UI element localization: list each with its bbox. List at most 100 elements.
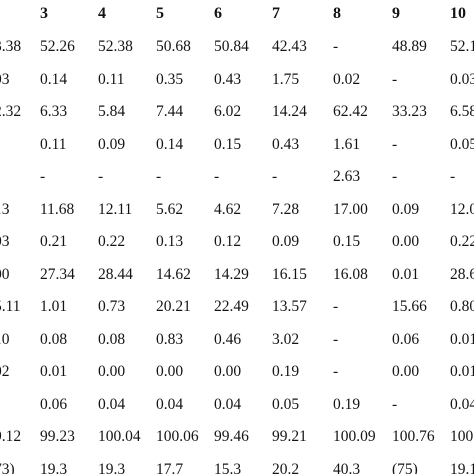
- table-cell: 0.00: [392, 363, 420, 380]
- table-cell: 42.43: [272, 38, 307, 55]
- table-cell: 4.62: [214, 200, 242, 218]
- table-cell: 0.00: [214, 363, 242, 380]
- table-cell: 0.05: [450, 135, 474, 153]
- table-cell: 1.75: [272, 70, 300, 88]
- table-cell: 3.38: [0, 38, 22, 55]
- table-cell: 19.1: [450, 460, 474, 474]
- column-header-4: 6: [214, 5, 222, 22]
- table-cell: 17.00: [333, 200, 368, 218]
- table-cell: 13.57: [272, 298, 307, 315]
- table-cell: -: [333, 363, 339, 380]
- table-cell: 0.09: [98, 135, 126, 153]
- table-cell: 19.3: [98, 460, 126, 474]
- table-cell: 9.12: [0, 428, 22, 445]
- table-cell: 14.62: [156, 265, 191, 283]
- table-cell: 15.3: [214, 460, 242, 474]
- table-cell: 100.04: [98, 428, 141, 445]
- table-cell: 99.23: [40, 428, 75, 445]
- table-cell: 0.83: [156, 330, 184, 348]
- table-cell: 6.58: [450, 103, 474, 120]
- table-cell: 03: [0, 70, 10, 88]
- table-cell: 99.21: [272, 428, 307, 445]
- table-cell: 28.63: [450, 265, 474, 283]
- table-cell: 5.84: [98, 103, 126, 120]
- table-cell: 13: [0, 200, 10, 218]
- table-cell: -: [214, 168, 220, 185]
- table-cell: 0.01: [450, 330, 474, 348]
- table-cell: 03: [0, 233, 10, 250]
- table-cell: 0.22: [98, 233, 126, 250]
- table-cell: 0.35: [156, 70, 184, 88]
- table-cell: 0.19: [333, 395, 361, 413]
- table-cell: 14.29: [214, 265, 249, 283]
- table-cell: 62.42: [333, 103, 368, 120]
- table-cell: -: [333, 330, 339, 348]
- table-cell: -: [40, 168, 46, 185]
- table-cell: 0.04: [450, 395, 474, 413]
- table-cell: 0.21: [40, 233, 68, 250]
- table-cell: 2.63: [333, 168, 361, 185]
- table-cell: -: [156, 168, 162, 185]
- table-cell: 0.00: [156, 363, 184, 380]
- table-cell: 22.49: [214, 298, 249, 315]
- table-cell: 100.76: [392, 428, 435, 445]
- table-cell: 0.08: [40, 330, 68, 348]
- table-cell: 1.01: [40, 298, 68, 315]
- column-header-6: 8: [333, 5, 341, 22]
- table-cell: 99.46: [214, 428, 249, 445]
- column-header-3: 5: [156, 5, 164, 22]
- table-cell: 5.11: [0, 298, 21, 315]
- table-cell: 12.11: [98, 200, 133, 218]
- table-cell: 52.38: [98, 38, 133, 55]
- column-header-1: 3: [40, 5, 48, 22]
- table-cell: 16.08: [333, 265, 368, 283]
- table-cell: 0.14: [40, 70, 68, 88]
- table-cell: 40.3: [333, 460, 361, 474]
- table-cell: 0.46: [214, 330, 242, 348]
- table-cell: 17.7: [156, 460, 184, 474]
- table-cell: 20.2: [272, 460, 300, 474]
- table-cell: -: [333, 298, 339, 315]
- table-cell: 50.68: [156, 38, 191, 55]
- table-cell: 0.06: [392, 330, 420, 348]
- table-cell: 0.19: [272, 363, 300, 380]
- table-cell: 100.19: [450, 428, 474, 445]
- table-cell: 15.66: [392, 298, 427, 315]
- table-cell: 5.62: [156, 200, 184, 218]
- table-cell: 0.04: [98, 395, 126, 413]
- table-cell: 0.08: [98, 330, 126, 348]
- table-cell: 2.32: [0, 103, 22, 120]
- table-cell: 16.15: [272, 265, 307, 283]
- table-cell: 0.15: [333, 233, 361, 250]
- table-cell: 27.34: [40, 265, 75, 283]
- table-cell: 00: [0, 265, 10, 283]
- table-cell: 0.43: [272, 135, 300, 153]
- table-cell: -: [392, 395, 398, 413]
- table-cell: 0.22: [450, 233, 474, 250]
- table-cell: 0.73: [98, 298, 126, 315]
- table-cell: 7.44: [156, 103, 184, 120]
- table-cell: 0.02: [333, 70, 361, 88]
- table-cell: 0.11: [98, 70, 125, 88]
- table-cell: 0.15: [214, 135, 242, 153]
- table-cell: -: [450, 168, 456, 185]
- table-cell: 48.89: [392, 38, 427, 55]
- table-cell: 0.00: [98, 363, 126, 380]
- table-cell: 100.09: [333, 428, 376, 445]
- table-cell: 10: [0, 330, 10, 348]
- table-cell: 0.00: [392, 233, 420, 250]
- table-cell: 0.06: [40, 395, 68, 413]
- table-cell: 14.24: [272, 103, 307, 120]
- table-cell: 19.3: [40, 460, 68, 474]
- table-cell: 0.14: [156, 135, 184, 153]
- table-cell: 33.23: [392, 103, 427, 120]
- table-cell: -: [392, 168, 398, 185]
- table-cell: 6.02: [214, 103, 242, 120]
- table-cell: 20.21: [156, 298, 191, 315]
- table-cell: 0.12: [214, 233, 242, 250]
- table-cell: 0.09: [392, 200, 420, 218]
- table-cell: 0.05: [272, 395, 300, 413]
- table-cell: 50.84: [214, 38, 249, 55]
- table-cell: 0.04: [214, 395, 242, 413]
